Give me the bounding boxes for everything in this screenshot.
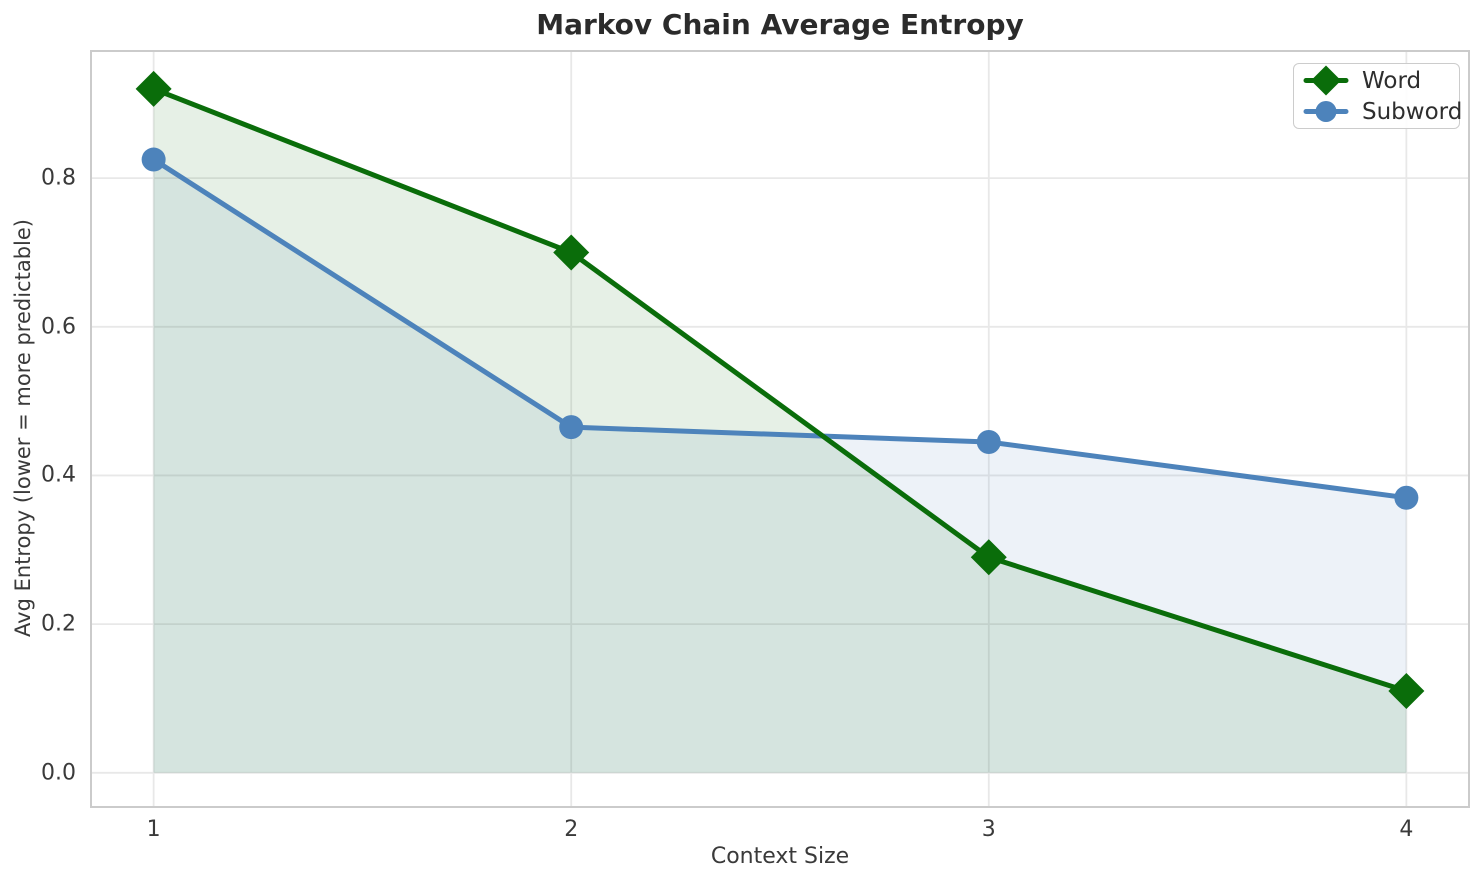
data-point-circle (141, 147, 166, 172)
legend-label-subword: Subword (1362, 98, 1463, 125)
y-tick-label: 0.2 (41, 611, 76, 637)
plot-border (90, 50, 1470, 808)
x-axis-label: Context Size (710, 844, 850, 869)
data-point-circle (559, 415, 584, 440)
diamond-marker-icon (1303, 65, 1349, 96)
y-tick-labels: 0.0 0.2 0.4 0.6 0.8 (0, 0, 76, 885)
data-point-diamond (553, 234, 590, 271)
y-tick-label: 0.4 (41, 462, 76, 488)
data-point-diamond (970, 539, 1007, 576)
series-line-subword (151, 157, 1409, 501)
legend-item-word: Word (1302, 65, 1451, 96)
data-point-circle (1394, 485, 1419, 510)
chart-title: Markov Chain Average Entropy (536, 8, 1024, 41)
legend-label-word: Word (1362, 67, 1422, 94)
legend: Word Subword (1293, 63, 1462, 129)
area-fill-subword (153, 159, 1407, 773)
y-tick-label: 0.6 (41, 314, 76, 340)
data-point-circle (976, 430, 1001, 455)
y-tick-label: 0.0 (41, 760, 76, 786)
legend-item-subword: Subword (1302, 96, 1462, 127)
series-line-word (151, 86, 1409, 694)
circle-marker-icon (1303, 101, 1349, 122)
y-tick-label: 0.8 (41, 165, 76, 191)
data-point-diamond (135, 70, 172, 107)
area-fill-word (153, 88, 1407, 773)
data-point-diamond (1388, 673, 1425, 710)
